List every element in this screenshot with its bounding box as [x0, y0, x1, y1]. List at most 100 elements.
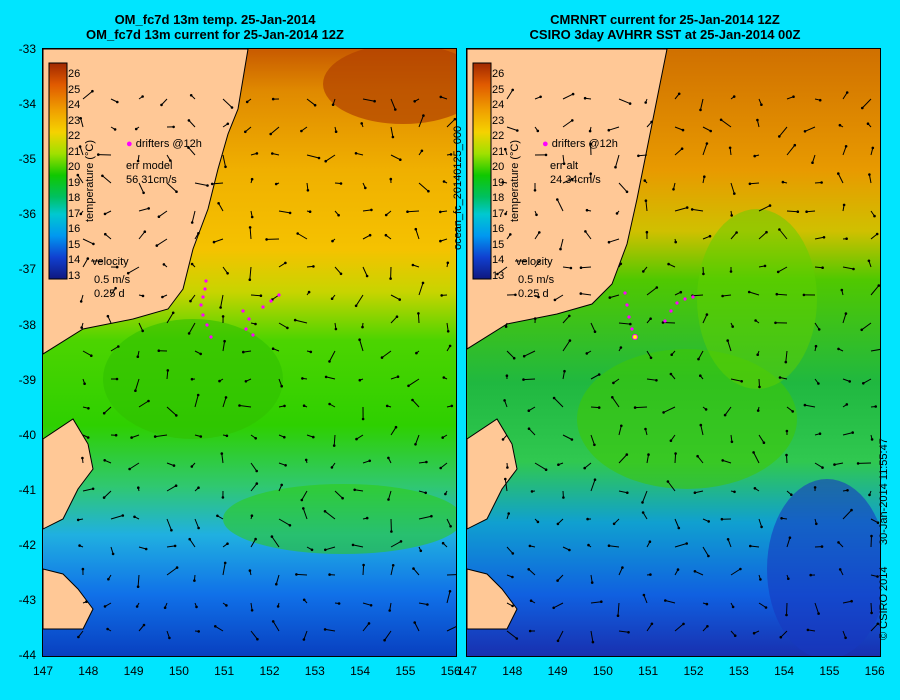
current-arrow — [390, 98, 396, 110]
current-arrow — [250, 538, 257, 548]
current-arrow-head — [682, 622, 685, 626]
current-arrow-head — [861, 106, 864, 110]
current-arrow — [870, 518, 879, 524]
current-arrow-head — [424, 491, 428, 495]
current-arrow — [166, 182, 177, 193]
current-arrow-head — [79, 212, 83, 216]
current-arrow — [352, 544, 364, 548]
current-arrow-head — [255, 482, 259, 485]
current-arrow-head — [308, 210, 312, 213]
colorbar-tick: 20 — [68, 161, 81, 173]
timestamp-label: 30-Jan-2014 11:55:47 — [878, 438, 890, 545]
current-arrow-head — [254, 437, 257, 440]
current-arrow-head — [288, 524, 292, 527]
colorbar-tick: 24 — [68, 99, 81, 111]
left-map-panel — [42, 48, 457, 657]
current-arrow-head — [820, 545, 824, 548]
current-arrow — [222, 341, 226, 352]
current-arrow-head — [641, 501, 644, 504]
current-arrow-head — [504, 325, 508, 328]
current-arrow-head — [527, 409, 531, 413]
current-arrow-head — [600, 600, 603, 603]
current-arrow — [222, 266, 229, 274]
current-arrow-head — [537, 295, 540, 299]
current-arrow-head — [187, 332, 191, 335]
current-arrow — [302, 508, 308, 520]
current-arrow-head — [248, 226, 252, 229]
current-arrow-head — [170, 528, 173, 532]
current-arrow-head — [91, 487, 95, 491]
colorbar-tick: 17 — [492, 207, 505, 220]
current-arrow — [131, 434, 140, 439]
current-arrow-head — [642, 270, 645, 273]
current-arrow-head — [781, 180, 785, 184]
current-arrow-head — [168, 636, 171, 640]
current-arrow-head — [427, 189, 430, 193]
current-arrow — [222, 154, 226, 167]
current-arrow — [804, 404, 816, 408]
front-band — [223, 484, 456, 554]
current-arrow — [590, 434, 595, 445]
current-arrow-head — [144, 547, 148, 551]
current-arrow-head — [735, 231, 738, 234]
current-arrow-head — [821, 466, 824, 469]
current-arrow-head — [870, 534, 873, 538]
colorbar-tick: 21 — [68, 145, 81, 158]
current-arrow-head — [221, 496, 225, 499]
current-arrow-head — [607, 240, 611, 244]
current-arrow — [674, 623, 684, 632]
current-arrow-head — [593, 478, 597, 482]
current-arrow-head — [568, 548, 571, 552]
current-arrow-head — [607, 544, 611, 547]
current-arrow-head — [331, 103, 335, 106]
current-arrow-head — [169, 159, 172, 162]
current-arrow-head — [570, 177, 574, 181]
current-arrow — [362, 602, 372, 606]
colorbar-tick: 18 — [68, 192, 81, 204]
current-arrow-head — [174, 484, 178, 488]
current-arrow-head — [76, 173, 80, 177]
current-arrow — [580, 293, 592, 296]
current-arrow — [842, 146, 847, 156]
current-arrow — [138, 182, 145, 194]
current-arrow-head — [197, 526, 200, 530]
current-arrow-head — [337, 213, 340, 217]
current-arrow-head — [226, 272, 229, 275]
current-arrow-head — [817, 612, 820, 615]
tasmania-coast — [467, 568, 518, 630]
left-velocity-value: 0.5 m/s — [94, 274, 131, 286]
current-arrow-head — [189, 94, 193, 97]
current-arrow-head — [662, 411, 665, 414]
current-arrow — [408, 378, 420, 387]
current-arrow-head — [703, 175, 706, 178]
right-map-svg — [467, 49, 880, 656]
current-arrow-head — [876, 575, 879, 578]
current-arrow — [390, 565, 394, 576]
current-arrow-head — [697, 357, 700, 361]
current-arrow-head — [538, 231, 541, 234]
current-arrow-head — [274, 182, 278, 186]
current-arrow-head — [78, 145, 82, 148]
current-arrow — [692, 208, 704, 212]
current-arrow-head — [705, 142, 709, 145]
latitude-tick: -43 — [18, 593, 36, 607]
current-arrow-head — [190, 221, 194, 224]
current-arrow — [355, 294, 364, 307]
current-arrow — [618, 567, 623, 576]
current-arrow — [362, 266, 368, 277]
current-arrow-head — [556, 198, 559, 201]
current-arrow — [700, 98, 704, 111]
current-arrow — [239, 405, 252, 408]
current-arrow — [665, 600, 676, 604]
current-arrow — [103, 406, 112, 414]
current-arrow-head — [785, 613, 788, 617]
current-arrow-head — [142, 191, 145, 195]
current-arrow-head — [544, 153, 548, 157]
current-arrow — [134, 378, 140, 391]
current-arrow-head — [845, 91, 849, 94]
longitude-tick: 156 — [440, 664, 461, 678]
current-arrow — [446, 322, 449, 332]
current-arrow-head — [411, 263, 415, 267]
current-arrow-head — [506, 466, 509, 469]
right-velocity-time: 0.25 d — [518, 288, 549, 300]
